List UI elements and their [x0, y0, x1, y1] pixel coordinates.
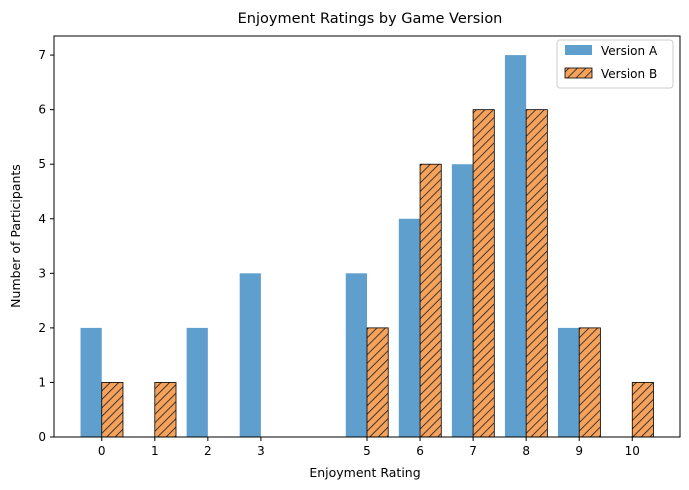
legend-label-version-b: Version B: [601, 67, 657, 81]
chart-title: Enjoyment Ratings by Game Version: [238, 11, 503, 27]
x-tick-label: 10: [625, 444, 640, 458]
y-tick-label: 3: [38, 266, 46, 280]
bar-version-b-rating-8: [525, 109, 548, 438]
y-tick-label: 2: [38, 321, 46, 335]
x-tick-label: 5: [363, 444, 371, 458]
bar-version-b-rating-7: [472, 109, 495, 438]
y-tick-label: 4: [38, 212, 46, 226]
bar-version-a-rating-9: [557, 327, 580, 437]
y-tick-label: 7: [38, 48, 46, 62]
bar-version-a-rating-2: [186, 327, 208, 437]
x-tick-label: 8: [522, 444, 530, 458]
y-tick-label: 0: [38, 430, 46, 444]
bar-version-a-rating-0: [80, 327, 102, 437]
bar-version-b-rating-9: [578, 327, 601, 438]
legend: Version A Version B: [556, 39, 674, 89]
y-axis-label: Number of Participants: [8, 164, 23, 308]
plot-area: [80, 55, 654, 438]
y-tick-label: 6: [38, 103, 46, 117]
legend-swatch-version-b: [564, 67, 593, 79]
legend-label-version-a: Version A: [601, 44, 658, 58]
x-tick-label: 3: [257, 444, 265, 458]
bar-version-b-rating-5: [366, 327, 389, 438]
y-tick-label: 1: [38, 375, 46, 389]
bar-version-b-rating-0: [101, 382, 124, 438]
x-axis: 0 1 2 3 5 6 7 8 9 10: [98, 437, 640, 458]
bar-version-b-rating-1: [154, 382, 177, 438]
bar-version-a-rating-6: [398, 218, 421, 437]
x-tick-label: 9: [575, 444, 583, 458]
bar-version-a-rating-5: [345, 273, 367, 437]
x-tick-label: 6: [416, 444, 424, 458]
x-tick-label: 1: [151, 444, 159, 458]
bar-version-b-rating-6: [419, 163, 442, 438]
bar-version-a-rating-8: [504, 55, 527, 437]
y-axis: 0 1 2 3 4 5 6 7: [38, 48, 54, 444]
legend-swatch-version-a: [565, 45, 592, 55]
bar-version-a-rating-3: [239, 273, 261, 437]
y-tick-label: 5: [38, 157, 46, 171]
bar-version-b-rating-10: [631, 382, 654, 438]
x-axis-label: Enjoyment Rating: [309, 465, 420, 480]
x-tick-label: 2: [204, 444, 212, 458]
bar-version-a-rating-7: [451, 164, 474, 437]
x-tick-label: 0: [98, 444, 106, 458]
x-tick-label: 7: [469, 444, 477, 458]
